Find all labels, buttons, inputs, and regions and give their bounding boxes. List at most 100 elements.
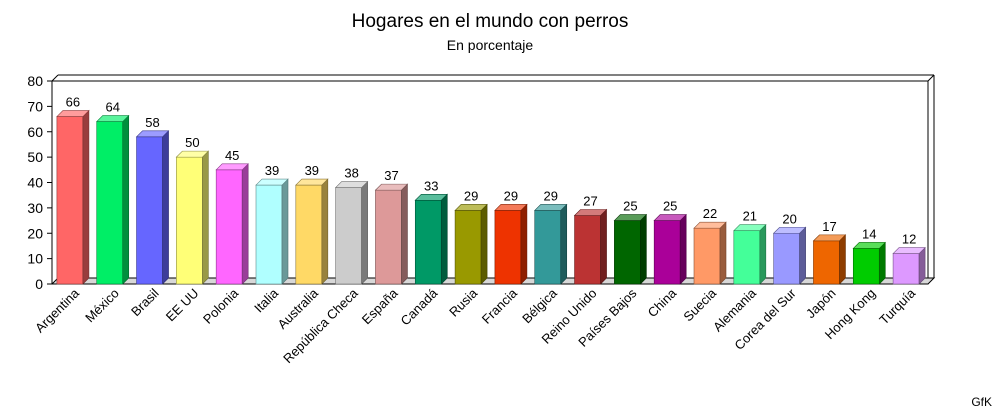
bar-front [56, 116, 84, 285]
bar [534, 203, 568, 285]
bar [653, 213, 687, 285]
y-tick-label: 80 [27, 73, 43, 89]
bar-front [176, 156, 203, 285]
bar [454, 203, 488, 285]
y-tick-label: 0 [35, 276, 43, 292]
bar [613, 213, 648, 285]
bar-front [892, 253, 920, 285]
bar-side [82, 109, 90, 285]
bar-front [653, 220, 681, 285]
data-label: 45 [225, 148, 239, 163]
bar-top [772, 226, 807, 234]
bar-top [852, 242, 886, 249]
bar-top [892, 247, 926, 254]
bar-side [440, 193, 448, 285]
bar-top [733, 224, 767, 232]
bar-side [361, 180, 368, 285]
bar [374, 183, 409, 285]
bar-front [136, 136, 163, 285]
x-tick-label: Turquía [876, 285, 918, 327]
bar [852, 241, 886, 285]
x-tick-label: Canadá [398, 285, 441, 328]
bar-side [640, 213, 647, 285]
bar-top [96, 115, 130, 122]
data-label: 25 [663, 199, 677, 214]
data-label: 14 [862, 226, 876, 241]
y-tick-label: 10 [27, 251, 43, 267]
bar-top [175, 150, 210, 158]
chart-subtitle: En porcentaje [447, 37, 534, 53]
bar-top [56, 110, 90, 117]
bar-front [852, 248, 880, 285]
x-tick-label: Suecia [680, 285, 719, 324]
bar-side [281, 178, 289, 285]
bar [295, 178, 329, 285]
y-tick-label: 70 [27, 98, 43, 114]
data-label: 50 [185, 135, 199, 150]
bar [96, 114, 130, 285]
bar-front [733, 230, 761, 285]
bar-top [693, 221, 727, 229]
bar-side [480, 203, 488, 285]
bar-top [374, 183, 409, 191]
bar-side [520, 203, 528, 285]
bar [56, 109, 90, 285]
data-label: 64 [105, 100, 119, 115]
bar-top [454, 204, 488, 211]
bar-front [255, 184, 283, 285]
bar [255, 178, 289, 285]
y-tick-label: 60 [27, 124, 43, 140]
bar-front [534, 210, 562, 285]
bar-top [334, 181, 369, 188]
bar-top [653, 214, 687, 221]
bar-front [414, 199, 442, 285]
bar-side [321, 178, 329, 285]
bar-front [295, 184, 323, 285]
bar-side [162, 130, 169, 285]
bar-side [560, 203, 568, 285]
data-label: 66 [66, 95, 80, 110]
data-label: 25 [623, 199, 637, 214]
bar-top [414, 193, 448, 201]
bar [175, 150, 210, 285]
x-tick-label: Rusia [446, 285, 481, 320]
bar-top [494, 204, 528, 211]
x-tick-label: Francia [479, 285, 521, 327]
x-tick-label: República Checa [280, 285, 361, 366]
bar-front [574, 215, 601, 285]
bar-top [255, 178, 289, 186]
bar [733, 223, 767, 285]
bar-top [215, 163, 249, 171]
x-tick-label: Argentina [32, 285, 83, 336]
bar-side [719, 221, 727, 285]
data-label: 20 [782, 211, 796, 226]
bar [414, 193, 448, 285]
x-tick-label: China [645, 285, 680, 320]
data-label: 21 [743, 209, 757, 224]
frame-depth-edge [927, 74, 935, 82]
bar-front [215, 169, 243, 285]
bar [573, 208, 608, 285]
bar-top [812, 234, 847, 242]
bar-front [693, 227, 721, 285]
data-label: 27 [583, 193, 597, 208]
bar [892, 246, 926, 285]
data-label: 37 [384, 168, 398, 183]
bar-front [494, 210, 522, 285]
bar-top [534, 204, 568, 211]
y-axis: 0 10 20 30 40 50 60 70 80 [27, 73, 52, 292]
bar-top [613, 214, 648, 221]
frame-depth-edge-left [51, 74, 59, 82]
bar-side [679, 213, 687, 285]
bar-front [773, 232, 800, 285]
bar [693, 221, 727, 285]
data-label: 39 [305, 163, 319, 178]
data-label: 38 [344, 166, 358, 181]
data-label: 39 [265, 163, 279, 178]
data-label: 29 [543, 188, 557, 203]
data-label: 17 [822, 219, 836, 234]
bars: 66 64 58 50 45 39 39 38 37 33 29 29 29 27 25 25 22 21 20 17… [56, 95, 926, 285]
data-label: 58 [145, 115, 159, 130]
